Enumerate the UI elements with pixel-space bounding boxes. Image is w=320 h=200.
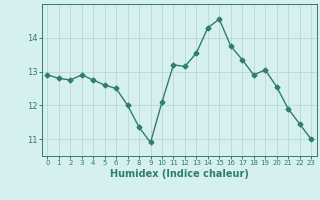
X-axis label: Humidex (Indice chaleur): Humidex (Indice chaleur) xyxy=(110,169,249,179)
